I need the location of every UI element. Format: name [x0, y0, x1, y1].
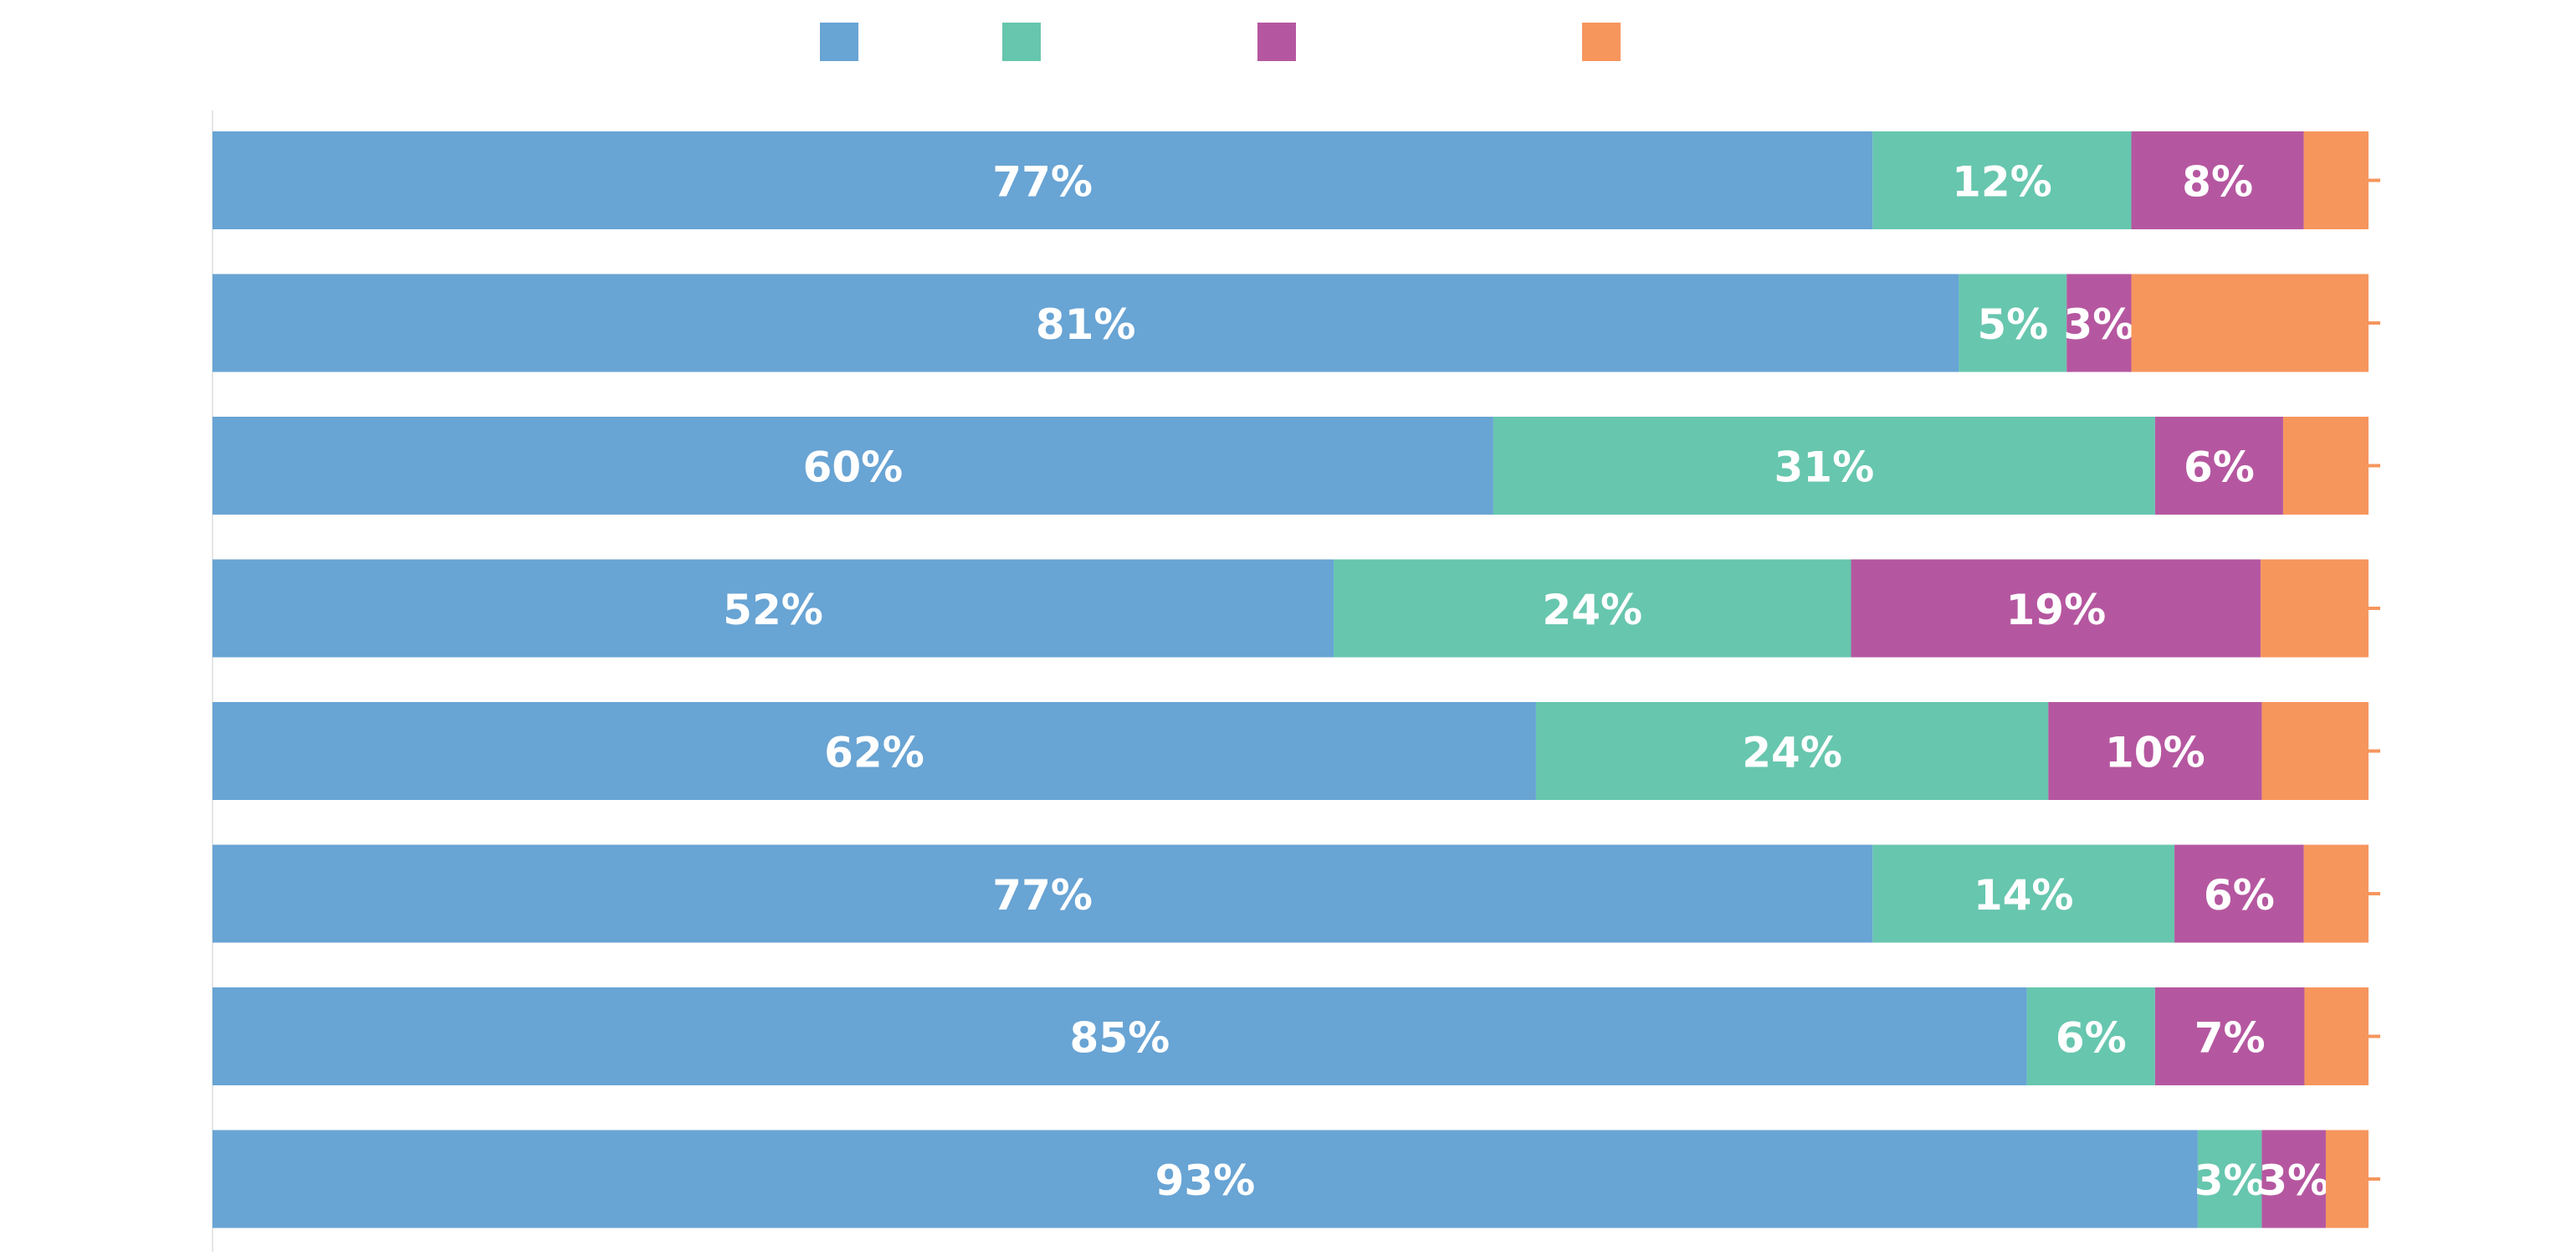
data-label: 93% [1155, 1156, 1256, 1205]
bar-segment-1 [213, 274, 1959, 372]
bar-segment-4 [2261, 559, 2369, 658]
data-label: 12% [1952, 158, 2052, 207]
bar-segment-3 [2154, 987, 2305, 1085]
bar-row: 81% 5% 3% [213, 274, 2380, 372]
bar-segment-2 [1872, 844, 2175, 943]
data-label: 14% [1974, 871, 2074, 920]
data-label: 85% [1070, 1014, 1170, 1063]
bar-segment-2 [1493, 417, 2155, 515]
data-label: 3% [2258, 1156, 2329, 1205]
bar-segment-2 [1959, 274, 2067, 372]
bar-segment-3 [1851, 559, 2261, 658]
bar-segment-1 [213, 987, 2027, 1085]
legend-swatch-2 [1002, 23, 1041, 61]
bar-segment-4 [2304, 987, 2369, 1085]
data-label: 77% [992, 871, 1093, 920]
bar-segment-3 [2154, 417, 2283, 515]
bar-row: 62% 24% 10% [213, 702, 2380, 800]
bar-row: 85% 6% 7% [213, 987, 2380, 1085]
bar-segment-4 [2131, 274, 2369, 372]
bar-segment-4 [2303, 131, 2369, 229]
bar-segment-1 [213, 559, 1334, 658]
bar-segment-1 [213, 1130, 2198, 1228]
legend-swatch-1 [820, 23, 858, 61]
bar-segment-3 [2066, 274, 2132, 372]
bar-segment-2 [2197, 1130, 2262, 1228]
bar-segment-3 [2131, 131, 2304, 229]
bar-segment-4 [2303, 844, 2369, 943]
data-label: 62% [824, 729, 924, 777]
bar-row: 60% 31% 6% [213, 417, 2380, 515]
bar-segment-1 [213, 702, 1536, 800]
bar-segment-2 [1872, 131, 2132, 229]
data-label: 6% [2184, 443, 2255, 492]
data-label: 24% [1542, 586, 1642, 634]
bar-segment-2 [2026, 987, 2155, 1085]
bar-segment-3 [2174, 844, 2304, 943]
bar-segment-2 [1334, 559, 1851, 658]
data-label: 6% [2056, 1014, 2127, 1063]
data-label: 3% [2194, 1156, 2266, 1205]
data-label: 10% [2105, 729, 2205, 777]
data-label: 19% [2005, 586, 2106, 634]
data-label: 31% [1775, 443, 1875, 492]
bars-layer: 77% 12% 8% 81% 5% 3% 60% 31% 6% 52% 24% 19% 62% 24% 10… [213, 131, 2380, 1228]
bar-segment-1 [213, 844, 1873, 943]
bar-segment-2 [1535, 702, 2049, 800]
bar-segment-1 [213, 131, 1873, 229]
bar-row: 77% 14% 6% [213, 844, 2380, 943]
data-label: 77% [992, 158, 1093, 207]
bar-row: 52% 24% 19% [213, 559, 2380, 658]
data-label: 3% [2063, 300, 2134, 349]
bar-segment-1 [213, 417, 1493, 515]
bar-segment-4 [2261, 702, 2369, 800]
data-label: 8% [2182, 158, 2253, 207]
data-label: 24% [1742, 729, 1842, 777]
data-label: 6% [2204, 871, 2275, 920]
bar-row: 93% 3%3% [213, 1130, 2380, 1228]
bar-segment-3 [2048, 702, 2262, 800]
bar-segment-4 [2282, 417, 2369, 515]
bar-segment-3 [2261, 1130, 2326, 1228]
data-label: 52% [723, 586, 823, 634]
bar-row: 77% 12% 8% [213, 131, 2380, 229]
legend [820, 23, 1621, 61]
data-label: 5% [1977, 300, 2048, 349]
bar-segment-4 [2325, 1130, 2369, 1228]
legend-swatch-3 [1257, 23, 1296, 61]
legend-swatch-4 [1582, 23, 1621, 61]
data-label: 81% [1036, 300, 1136, 349]
data-label: 60% [803, 443, 904, 492]
data-label: 7% [2194, 1014, 2266, 1063]
